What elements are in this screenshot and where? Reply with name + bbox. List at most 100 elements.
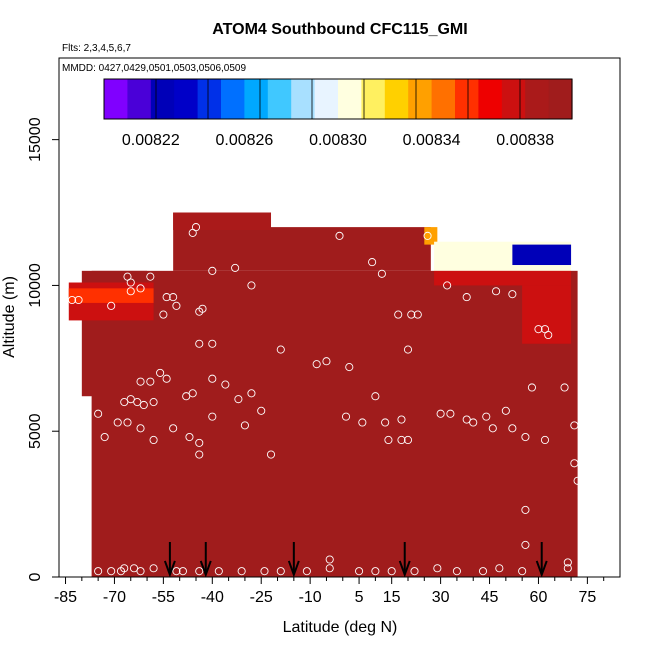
y-tick-label: 5000: [27, 413, 44, 449]
observation-point: [94, 409, 103, 418]
y-axis: 0 5000 10000 15000: [27, 117, 59, 581]
observation-point: [478, 567, 488, 576]
x-tick-label: -55: [152, 589, 175, 606]
flight-arrows: [163, 542, 548, 578]
observation-point: [325, 555, 334, 564]
observation-point: [146, 272, 155, 281]
observation-point: [146, 377, 155, 386]
observation-point: [185, 432, 194, 442]
observation-point: [276, 345, 285, 354]
observation-points: [58, 214, 582, 576]
observation-point: [221, 380, 230, 389]
observation-point: [436, 409, 445, 418]
plot-field: [68, 212, 578, 577]
observation-point: [492, 287, 501, 296]
observation-point: [120, 255, 129, 264]
observation-point: [214, 567, 223, 576]
chart-title: ATOM4 Southbound CFC115_GMI: [212, 21, 467, 38]
observation-point: [234, 395, 243, 404]
observation-point: [195, 450, 204, 459]
observation-point: [100, 432, 109, 442]
colorbar-segment: [291, 79, 316, 119]
observation-point: [208, 339, 217, 348]
flight-arrow-head: [398, 560, 411, 578]
field-cell: [68, 288, 154, 303]
observation-point: [403, 345, 413, 354]
observation-point: [123, 418, 132, 427]
observation-point: [208, 374, 217, 383]
observation-point: [397, 415, 406, 424]
observation-point: [172, 567, 181, 576]
observation-point: [407, 310, 416, 319]
observation-point: [462, 293, 471, 302]
observation-point: [423, 231, 432, 240]
observation-point: [107, 567, 116, 576]
observation-point: [518, 567, 527, 576]
colorbar-tick-label: 0.00838: [496, 132, 554, 149]
observation-point: [394, 310, 403, 319]
colorbar-segment: [197, 79, 222, 119]
observation-point: [260, 567, 269, 576]
observation-point: [237, 567, 246, 576]
y-axis-label: Altitude (m): [1, 276, 18, 358]
observation-point: [521, 540, 530, 549]
chart-subtitle-dates: MMDD: 0427,0429,0501,0503,0506,0509: [62, 63, 246, 74]
colorbar-tick-label: 0.00822: [122, 132, 180, 149]
colorbar-segment: [267, 79, 292, 119]
observation-point: [410, 567, 419, 576]
observation-point: [322, 357, 331, 366]
observation-point: [169, 293, 178, 302]
observation-point: [129, 564, 139, 573]
observation-point: [384, 435, 393, 445]
observation-point: [182, 392, 191, 401]
flight-arrow-head: [535, 560, 548, 578]
observation-point: [377, 269, 386, 278]
field-cell: [271, 227, 431, 271]
observation-point: [195, 438, 204, 447]
observation-point: [149, 564, 158, 573]
observation-point: [387, 567, 396, 576]
observation-point: [413, 310, 422, 319]
observation-point: [67, 295, 77, 305]
colorbar-segment: [431, 79, 456, 119]
observation-point: [381, 418, 390, 427]
observation-point: [544, 330, 553, 340]
observation-point: [139, 240, 148, 249]
observation-point: [403, 435, 413, 445]
observation-point: [195, 339, 204, 348]
colorbar-tick-label: 0.00826: [215, 132, 273, 149]
observation-point: [136, 424, 145, 433]
observation-point: [521, 505, 530, 514]
observation-point: [488, 424, 497, 433]
observation-point: [482, 412, 491, 421]
plot-frame: [58, 57, 621, 578]
observation-point: [107, 301, 116, 310]
observation-point: [126, 395, 135, 404]
x-tick-label: -10: [299, 589, 322, 606]
colorbar-segment: [384, 79, 409, 119]
observation-point: [534, 325, 543, 334]
colorbar-segment: [314, 79, 339, 119]
x-tick-label: 30: [432, 589, 450, 606]
observation-point: [508, 424, 517, 433]
observation-point: [341, 412, 351, 421]
observation-point: [276, 567, 285, 576]
observation-point: [136, 284, 145, 293]
observation-point: [462, 415, 471, 424]
observation-point: [368, 258, 377, 267]
y-tick-label: 10000: [27, 263, 44, 308]
observation-point: [94, 567, 103, 576]
colorbar-segment: [501, 79, 526, 119]
observation-point: [257, 406, 266, 415]
colorbar-segment: [455, 79, 479, 119]
observation-point: [120, 398, 129, 407]
field-cell: [522, 285, 572, 344]
x-axis-label: Latitude (deg N): [283, 619, 398, 636]
colorbar-tick-label: 0.00834: [403, 132, 461, 149]
observation-point: [240, 421, 249, 430]
observation-point: [231, 263, 240, 272]
observation-point: [397, 435, 406, 445]
x-tick-label: 15: [383, 589, 401, 606]
observation-point: [133, 398, 142, 407]
observation-point: [289, 214, 298, 223]
